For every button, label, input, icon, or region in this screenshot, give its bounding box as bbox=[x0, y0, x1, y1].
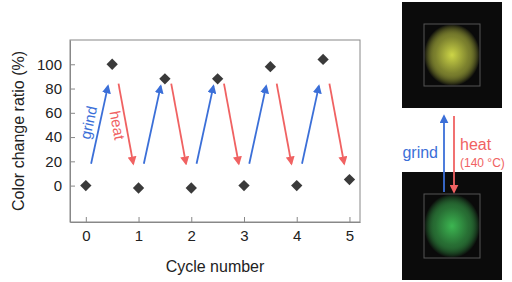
photo bbox=[402, 172, 502, 280]
tick: 2 bbox=[188, 217, 196, 244]
y-axis: 0 20 40 60 80 100 bbox=[37, 41, 75, 223]
tick: 0 bbox=[54, 177, 75, 194]
side-arrow bbox=[443, 116, 445, 192]
annotation-arrow bbox=[329, 84, 344, 164]
side-label: grind bbox=[402, 144, 438, 161]
tick: 3 bbox=[240, 217, 248, 244]
tick-label: 20 bbox=[45, 153, 62, 170]
data-point bbox=[159, 73, 170, 84]
x-axis-title: Cycle number bbox=[166, 258, 265, 275]
annotation-arrow bbox=[277, 84, 292, 164]
tick-mark bbox=[349, 217, 350, 222]
tick: 20 bbox=[45, 153, 75, 170]
photo-background bbox=[402, 172, 502, 280]
tick-mark bbox=[70, 137, 75, 138]
side-arrow bbox=[453, 116, 455, 192]
data-point bbox=[265, 61, 276, 72]
data-point bbox=[344, 174, 355, 185]
tick-label: 1 bbox=[135, 227, 143, 244]
tick-mark bbox=[297, 217, 298, 222]
tick-label: 3 bbox=[240, 227, 248, 244]
photo-sample bbox=[424, 24, 480, 86]
side-label: heat bbox=[460, 136, 492, 153]
tick-mark bbox=[70, 186, 75, 187]
data-point bbox=[186, 182, 197, 193]
axis-line bbox=[70, 41, 71, 223]
tick-label: 0 bbox=[82, 227, 90, 244]
photo-sample bbox=[424, 194, 480, 258]
marks bbox=[80, 54, 355, 194]
tick-mark bbox=[244, 217, 245, 222]
tick: 1 bbox=[135, 217, 143, 244]
annotation-arrow bbox=[249, 86, 266, 164]
tick: 40 bbox=[45, 128, 75, 145]
x-axis: 0 1 2 3 4 5 bbox=[71, 217, 361, 244]
tick: 5 bbox=[346, 217, 354, 244]
axis-line bbox=[71, 222, 361, 223]
chart: 0 1 2 3 4 5 0 20 40 60 80 100 grind heat Cycle number C… bbox=[0, 0, 512, 282]
annotation-arrow bbox=[144, 86, 161, 164]
annotation-label: heat bbox=[107, 109, 129, 142]
annotation-arrow bbox=[171, 84, 186, 164]
tick: 60 bbox=[45, 104, 75, 121]
annotation-arrow bbox=[224, 84, 239, 164]
tick-label: 0 bbox=[54, 177, 62, 194]
tick-mark bbox=[86, 217, 87, 222]
tick-mark bbox=[70, 161, 75, 162]
photo bbox=[402, 2, 502, 108]
data-point bbox=[107, 59, 118, 70]
data-point bbox=[133, 182, 144, 193]
data-point bbox=[212, 73, 223, 84]
tick: 0 bbox=[82, 217, 90, 244]
tick: 100 bbox=[37, 56, 75, 73]
tick-mark bbox=[139, 217, 140, 222]
tick: 80 bbox=[45, 80, 75, 97]
tick-label: 5 bbox=[346, 227, 354, 244]
data-point bbox=[291, 180, 302, 191]
plot-frame bbox=[70, 40, 360, 222]
tick-label: 60 bbox=[45, 104, 62, 121]
tick-label: 4 bbox=[293, 227, 301, 244]
data-point bbox=[317, 54, 328, 65]
data-point bbox=[80, 180, 91, 191]
tick-label: 2 bbox=[188, 227, 196, 244]
annotation-arrow bbox=[302, 86, 319, 164]
plot: 0 1 2 3 4 5 0 20 40 60 80 100 grind heat bbox=[37, 40, 361, 244]
annotation-arrow bbox=[197, 86, 214, 164]
annotation-label: grind bbox=[76, 104, 100, 140]
data-point bbox=[238, 180, 249, 191]
tick: 4 bbox=[293, 217, 301, 244]
tick-mark bbox=[70, 89, 75, 90]
side-note: (140 °C) bbox=[460, 156, 505, 170]
tick-mark bbox=[70, 113, 75, 114]
tick-mark bbox=[191, 217, 192, 222]
y-axis-title: Color change ratio (%) bbox=[10, 51, 27, 211]
photo-background bbox=[402, 2, 502, 108]
tick-label: 100 bbox=[37, 56, 62, 73]
tick-mark bbox=[70, 64, 75, 65]
tick-label: 80 bbox=[45, 80, 62, 97]
tick-label: 40 bbox=[45, 128, 62, 145]
